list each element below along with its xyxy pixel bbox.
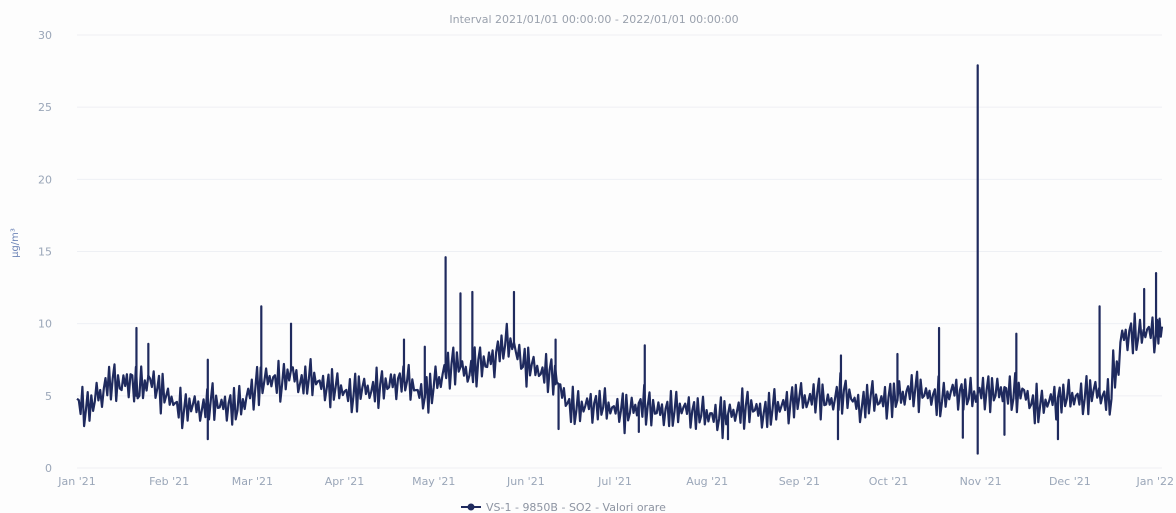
x-tick-label: May '21 xyxy=(412,475,455,488)
legend[interactable]: VS-1 - 9850B - SO2 - Valori orare xyxy=(461,501,666,513)
x-tick-label: Mar '21 xyxy=(232,475,273,488)
x-tick-label: Jan '21 xyxy=(57,475,95,488)
x-tick-label: Sep '21 xyxy=(779,475,820,488)
x-tick-label: Aug '21 xyxy=(686,475,728,488)
y-tick-label: 15 xyxy=(38,246,52,259)
y-tick-label: 25 xyxy=(38,101,52,114)
x-tick-label: Nov '21 xyxy=(960,475,1002,488)
x-tick-label: Oct '21 xyxy=(869,475,909,488)
y-axis-label: μg/m³ xyxy=(10,228,21,258)
x-tick-label: Jun '21 xyxy=(506,475,545,488)
y-tick-label: 10 xyxy=(38,318,52,331)
x-tick-label: Apr '21 xyxy=(325,475,365,488)
y-tick-label: 0 xyxy=(45,462,52,475)
x-tick-label: Jan '22 xyxy=(1136,475,1174,488)
y-tick-label: 30 xyxy=(38,29,52,42)
legend-series-label: VS-1 - 9850B - SO2 - Valori orare xyxy=(486,501,666,513)
y-tick-label: 20 xyxy=(38,173,52,186)
series-layer xyxy=(76,64,1164,455)
chart-subtitle: Interval 2021/01/01 00:00:00 - 2022/01/0… xyxy=(449,13,738,26)
y-axis-ticks: 0 5 10 15 20 25 30 xyxy=(38,29,52,475)
legend-dot-marker xyxy=(467,503,475,511)
x-tick-label: Jul '21 xyxy=(597,475,632,488)
x-tick-label: Dec '21 xyxy=(1049,475,1091,488)
y-tick-label: 5 xyxy=(45,390,52,403)
x-axis-ticks: Jan '21 Feb '21 Mar '21 Apr '21 May '21 Jun '… xyxy=(57,475,1174,488)
series-line xyxy=(76,312,1164,440)
x-tick-label: Feb '21 xyxy=(149,475,189,488)
